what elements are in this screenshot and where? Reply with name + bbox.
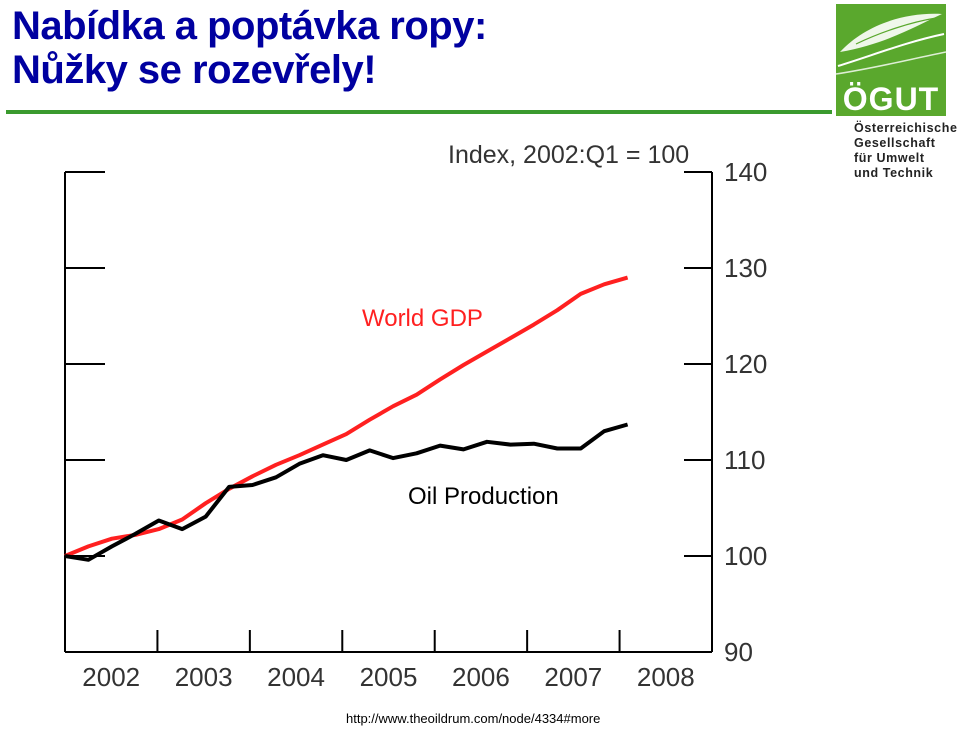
logo-line-4: und Technik: [854, 166, 934, 180]
x-tick-label: 2004: [267, 662, 325, 692]
x-tick-label: 2008: [637, 662, 695, 692]
x-tick-label: 2002: [82, 662, 140, 692]
y-tick-label: 130: [724, 253, 767, 283]
y-tick-label: 120: [724, 349, 767, 379]
y-tick-label: 90: [724, 637, 753, 667]
slide-title-line-1: Nabídka a poptávka ropy:: [12, 4, 487, 48]
series-line-world-gdp: [64, 275, 629, 558]
ogut-logo: ÖGUT Österreichische Gesellschaft für Um…: [834, 4, 958, 182]
y-tick-label: 140: [724, 157, 767, 187]
logo-line-2: Gesellschaft: [854, 136, 936, 150]
series-line-oil-production: [64, 422, 629, 562]
series-label: Oil Production: [408, 483, 559, 510]
x-tick-label: 2003: [175, 662, 233, 692]
y-tick-label: 100: [724, 541, 767, 571]
logo-word: ÖGUT: [842, 81, 940, 117]
x-tick-label: 2005: [360, 662, 418, 692]
y-tick-label: 110: [724, 445, 765, 475]
series-label: World GDP: [362, 305, 483, 332]
slide-title: Nabídka a poptávka ropy: Nůžky se rozevř…: [12, 4, 487, 92]
title-rule: [6, 110, 832, 114]
logo-line-3: für Umwelt: [854, 151, 925, 165]
x-tick-label: 2006: [452, 662, 510, 692]
x-tick-label: 2007: [544, 662, 602, 692]
slide-title-line-2: Nůžky se rozevřely!: [12, 48, 377, 92]
chart-title: Index, 2002:Q1 = 100: [448, 141, 689, 169]
source-link[interactable]: http://www.theoildrum.com/node/4334#more: [346, 711, 601, 726]
leaf-icon: [836, 4, 946, 116]
logo-line-1: Österreichische: [854, 121, 958, 135]
